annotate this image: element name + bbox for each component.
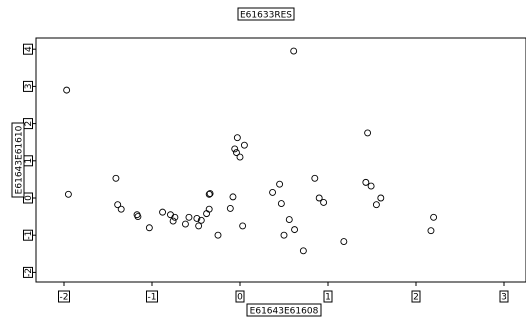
svg-text:3: 3: [501, 293, 507, 303]
scatter-point: [64, 190, 72, 198]
x-tick-label: 0: [235, 290, 245, 303]
y-tick-label: 4: [23, 43, 34, 55]
scatter-point: [171, 213, 179, 221]
y-tick-label: -2: [23, 266, 34, 278]
scatter-point: [430, 213, 438, 221]
x-tick-label: 2: [411, 290, 421, 303]
scatter-point: [320, 199, 328, 206]
scatter-point: [362, 178, 370, 186]
scatter-point: [290, 47, 298, 55]
y-axis: -2 -1 0 1 2 3 4: [23, 43, 36, 278]
scatter-point: [112, 174, 120, 182]
scatter-point: [169, 217, 177, 225]
y-axis-title: E61643E61610: [11, 122, 25, 198]
scatter-point: [367, 182, 375, 190]
scatter-point: [181, 220, 189, 228]
x-axis-title-text: E61643E61608: [250, 307, 319, 317]
chart-title-text: E61633RES: [240, 11, 292, 21]
scatter-point: [285, 216, 293, 224]
y-tick-label: 3: [23, 80, 34, 92]
scatter-point: [233, 134, 241, 142]
scatter-point: [276, 180, 284, 188]
scatter-point: [340, 238, 348, 245]
scatter-point: [299, 247, 307, 255]
scatter-point: [231, 145, 239, 153]
scatter-point: [269, 188, 277, 196]
y-tick-label: 0: [23, 192, 34, 204]
scatter-point: [229, 193, 237, 201]
scatter-point: [239, 222, 247, 230]
scatter-point: [236, 153, 244, 161]
scatter-point: [134, 213, 142, 221]
y-tick-label: 1: [23, 155, 34, 167]
svg-text:3: 3: [24, 84, 34, 90]
scatter-point: [145, 224, 153, 232]
scatter-point: [311, 174, 319, 182]
x-tick-label: 3: [499, 290, 509, 303]
x-axis: -2 -1 0 1 2 3: [58, 282, 509, 303]
svg-text:-2: -2: [24, 268, 34, 277]
scatter-point: [63, 86, 71, 94]
scatter-point: [117, 205, 125, 213]
scatter-point: [427, 227, 435, 235]
scatter-point: [114, 201, 122, 209]
scatter-point: [203, 210, 211, 218]
x-tick-label: -1: [146, 290, 158, 303]
svg-text:2: 2: [24, 121, 34, 127]
data-points: [63, 47, 438, 255]
scatter-point: [226, 204, 234, 212]
scatter-point: [372, 201, 380, 209]
scatter-point: [205, 190, 213, 198]
scatter-point: [377, 194, 385, 202]
plot-area-frame: [35, 37, 526, 283]
scatter-point: [206, 190, 214, 197]
scatter-point: [185, 213, 193, 221]
scatter-point: [159, 208, 167, 216]
scatter-point: [214, 231, 222, 239]
scatter-point: [197, 216, 205, 224]
y-tick-label: 2: [23, 118, 34, 130]
scatter-point: [193, 215, 201, 222]
svg-text:4: 4: [24, 46, 34, 52]
svg-text:0: 0: [24, 195, 34, 201]
scatter-point: [280, 231, 288, 239]
x-tick-label: -2: [58, 290, 70, 303]
scatter-point: [240, 141, 248, 149]
svg-text:-2: -2: [60, 293, 69, 303]
svg-text:0: 0: [237, 293, 243, 303]
svg-text:1: 1: [24, 158, 34, 164]
scatter-point: [277, 200, 285, 208]
scatter-point: [205, 205, 213, 213]
chart-title: E61633RES: [237, 7, 295, 21]
svg-text:2: 2: [413, 293, 419, 303]
x-axis-title: E61643E61608: [246, 303, 322, 317]
y-tick-label: -1: [23, 229, 34, 241]
y-axis-title-text: E61643E61610: [15, 125, 25, 194]
svg-text:1: 1: [325, 293, 331, 303]
svg-text:-1: -1: [24, 231, 34, 240]
scatter-point: [167, 211, 174, 219]
svg-text:-1: -1: [148, 293, 157, 303]
scatter-point: [364, 129, 372, 137]
scatter-point: [291, 226, 299, 234]
scatter-point: [315, 194, 323, 202]
x-tick-label: 1: [323, 290, 333, 303]
scatter-point: [233, 149, 240, 157]
scatter-point: [195, 222, 203, 230]
